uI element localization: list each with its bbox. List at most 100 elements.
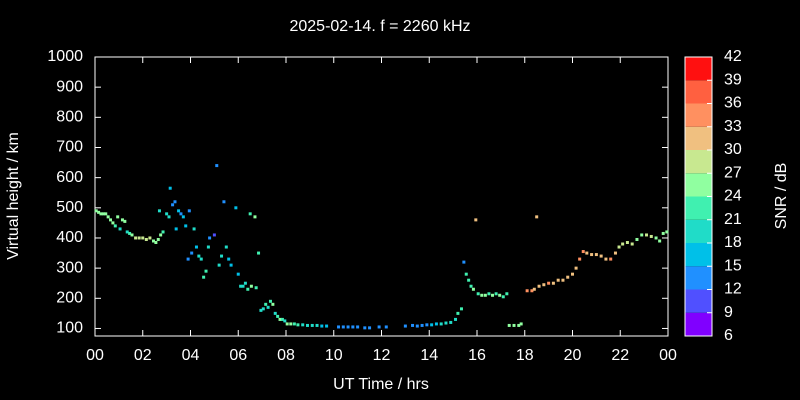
x-tick-label: 20 xyxy=(564,347,582,364)
point xyxy=(276,314,280,318)
colorbar-bin xyxy=(685,289,712,313)
point xyxy=(234,206,238,210)
point xyxy=(654,236,658,240)
point xyxy=(505,292,509,296)
point xyxy=(99,212,103,216)
point xyxy=(106,215,110,219)
point xyxy=(278,317,282,321)
colorbar-tick-label: 36 xyxy=(724,95,742,112)
point xyxy=(246,287,250,291)
point xyxy=(137,236,141,240)
point xyxy=(356,325,360,329)
point xyxy=(604,257,608,261)
point xyxy=(305,323,309,327)
y-tick-label: 400 xyxy=(56,229,83,246)
colorbar-bin xyxy=(685,219,712,243)
point xyxy=(599,254,603,258)
point xyxy=(625,240,629,244)
point xyxy=(161,230,165,234)
point xyxy=(177,209,181,213)
point xyxy=(229,263,233,267)
point xyxy=(266,305,270,309)
y-tick-label: 900 xyxy=(56,78,83,95)
point xyxy=(109,218,113,222)
point xyxy=(154,240,158,244)
point xyxy=(434,322,438,326)
point xyxy=(167,215,171,219)
point xyxy=(454,317,458,321)
point xyxy=(512,323,516,327)
point xyxy=(630,242,634,246)
point xyxy=(264,302,268,306)
point xyxy=(566,275,570,279)
point xyxy=(542,283,546,287)
colorbar-bin xyxy=(685,126,712,150)
point xyxy=(268,299,272,303)
point xyxy=(208,236,212,240)
point xyxy=(204,269,208,273)
point xyxy=(341,325,345,329)
point xyxy=(525,289,529,293)
point xyxy=(337,325,341,329)
point xyxy=(156,237,160,241)
point xyxy=(351,325,355,329)
point xyxy=(640,233,644,237)
colorbar-bin xyxy=(685,150,712,174)
point xyxy=(151,239,155,243)
point xyxy=(594,253,598,257)
point xyxy=(645,233,649,237)
point xyxy=(556,278,560,282)
point xyxy=(483,293,487,297)
point xyxy=(222,200,226,204)
point xyxy=(184,224,188,228)
point xyxy=(491,293,495,297)
point xyxy=(537,284,541,288)
colorbar-bin xyxy=(685,196,712,220)
point xyxy=(249,284,253,288)
point xyxy=(113,224,117,228)
point xyxy=(241,284,245,288)
point xyxy=(532,287,536,291)
point xyxy=(517,323,521,327)
point xyxy=(585,251,589,255)
point xyxy=(415,324,419,328)
point xyxy=(206,245,210,249)
point xyxy=(236,272,240,276)
point xyxy=(253,215,257,219)
point xyxy=(310,323,314,327)
point xyxy=(111,221,115,225)
colorbar-tick-label: 9 xyxy=(724,304,733,321)
point xyxy=(551,281,555,285)
x-tick-label: 22 xyxy=(611,347,629,364)
point xyxy=(296,323,300,327)
point xyxy=(181,215,185,219)
point xyxy=(174,227,178,231)
point xyxy=(494,292,498,296)
point xyxy=(197,254,201,258)
point xyxy=(501,295,505,299)
point xyxy=(609,257,613,261)
point xyxy=(464,272,468,276)
point xyxy=(101,212,105,216)
point xyxy=(456,311,460,315)
point xyxy=(220,254,224,258)
colorbar-bin xyxy=(685,312,712,336)
point xyxy=(168,186,172,190)
y-tick-label: 700 xyxy=(56,139,83,156)
point xyxy=(535,215,539,219)
point xyxy=(487,292,491,296)
point xyxy=(498,293,502,297)
point xyxy=(157,209,161,213)
point xyxy=(658,239,662,243)
x-tick-label: 00 xyxy=(86,347,104,364)
colorbar-tick-label: 21 xyxy=(724,211,742,228)
point xyxy=(134,236,138,240)
colorbar-bin xyxy=(685,103,712,127)
point xyxy=(292,322,296,326)
point xyxy=(635,237,639,241)
colorbar-tick-label: 15 xyxy=(724,257,742,274)
point xyxy=(411,323,415,327)
colorbar-tick-label: 42 xyxy=(724,48,742,65)
